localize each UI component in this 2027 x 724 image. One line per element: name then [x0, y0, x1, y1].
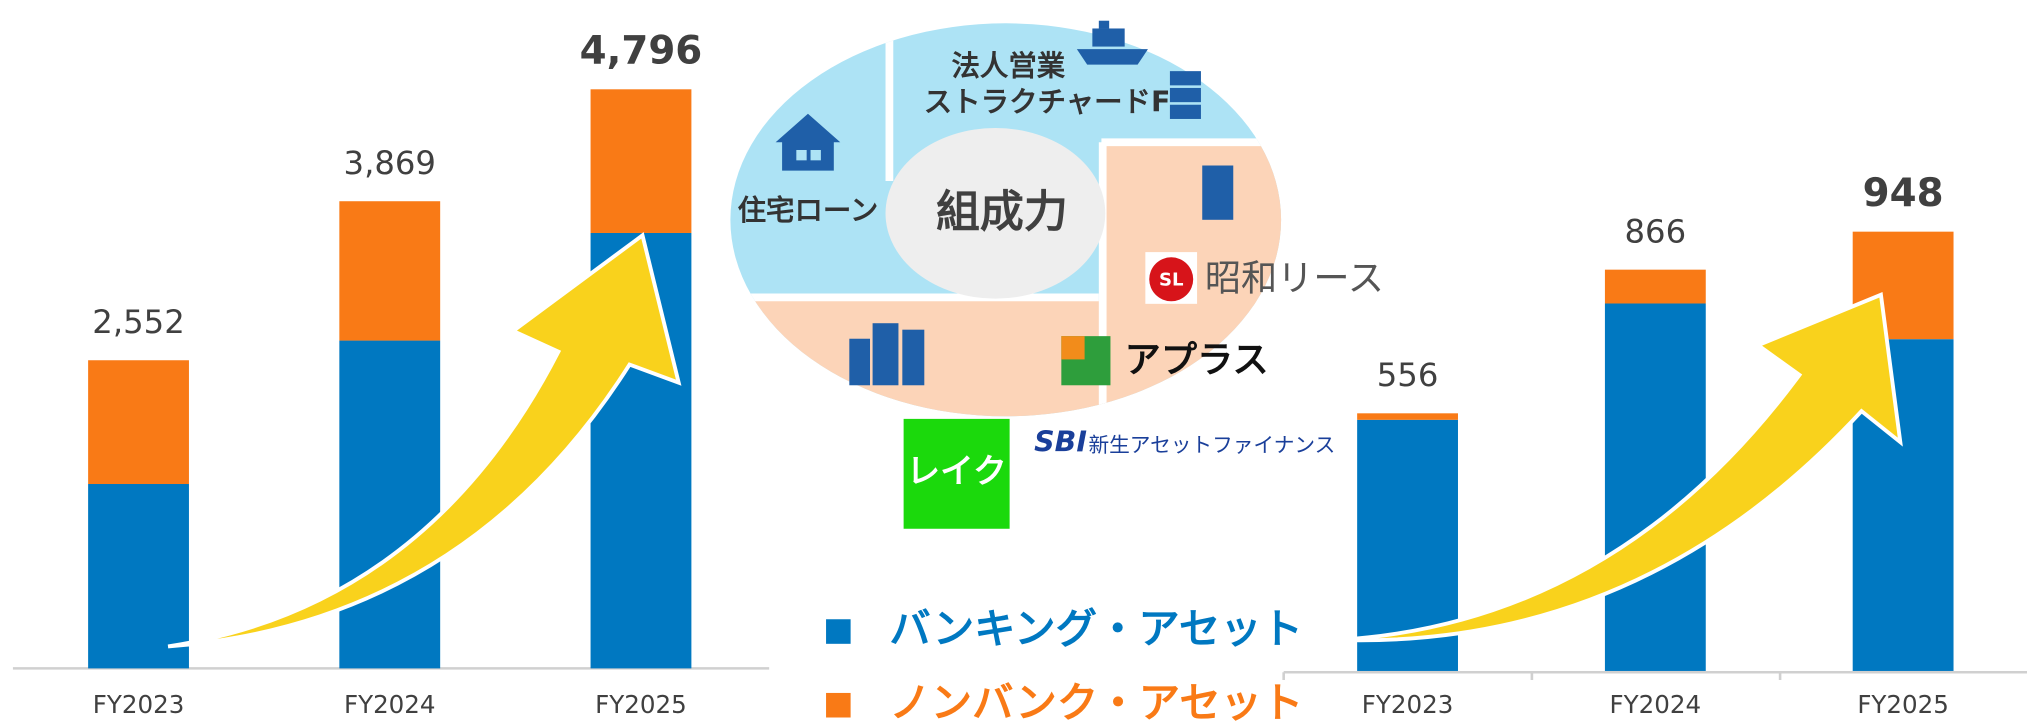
growth-arrow — [167, 232, 682, 649]
x-tick-label: FY2024 — [344, 690, 436, 719]
total-label: 2,552 — [92, 303, 184, 341]
bar-segment — [1357, 413, 1458, 420]
svg-text:SL: SL — [1159, 270, 1184, 291]
diagram-core — [885, 128, 1106, 299]
x-tick-label: FY2023 — [93, 690, 185, 719]
x-tick-label: FY2023 — [1362, 690, 1454, 719]
total-label: 866 — [1625, 212, 1687, 250]
icons — [775, 20, 1234, 386]
legend-label: バンキング・アセット — [889, 605, 1303, 653]
total-label: 948 — [1863, 171, 1944, 216]
x-tick-label: FY2025 — [595, 690, 687, 719]
total-label: 556 — [1377, 356, 1439, 394]
bar-segment — [88, 360, 189, 485]
x-tick-label: FY2024 — [1610, 690, 1702, 719]
growth-arrow — [1337, 292, 1903, 643]
segment-label: ストラクチャードF — [924, 85, 1171, 118]
legend-label: ノンバンク・アセット — [889, 679, 1303, 724]
legend-swatch — [826, 692, 851, 718]
segment-label: 法人営業 — [951, 49, 1065, 82]
bars: FY2023 2,552 FY2024 3,869 FY2025 4,796 FY2023 5… — [88, 29, 1954, 719]
logo-text: レイク — [907, 452, 1007, 491]
logo-text: アプラス — [1125, 338, 1269, 381]
bar-segment — [1604, 303, 1706, 671]
bar-segment — [88, 484, 189, 669]
total-label: 3,869 — [344, 144, 436, 182]
segment-label: 住宅ローン — [738, 194, 879, 227]
bar-segment — [590, 89, 692, 233]
logo-text: 昭和リース — [1205, 257, 1384, 300]
total-label: 4,796 — [580, 29, 703, 74]
bar-segment — [339, 201, 441, 341]
bar-segment — [1604, 269, 1706, 304]
x-tick-label: FY2025 — [1857, 690, 1949, 719]
bar-segment — [339, 340, 441, 669]
core-label: 組成力 — [936, 187, 1068, 238]
logo-text: SBI — [1034, 425, 1087, 458]
legend-swatch — [826, 619, 851, 644]
logo-text: 新生アセットファイナンス — [1088, 433, 1335, 457]
